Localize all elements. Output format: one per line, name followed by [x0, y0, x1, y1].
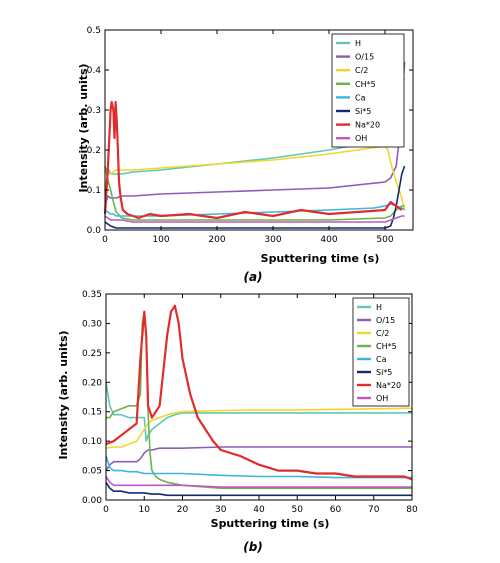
chart-b-ytick-label: 0.35 — [82, 290, 102, 300]
chart-a-xtick-label: 300 — [264, 235, 281, 245]
chart-a-ytick-label: 0.3 — [87, 106, 101, 116]
chart-b-legend-label: OH — [376, 394, 388, 403]
chart-b-xtick-label: 20 — [177, 505, 189, 515]
chart-a-legend-label: OH — [355, 134, 367, 143]
chart-b-ytick-label: 0.20 — [82, 378, 102, 388]
chart-b-xtick-label: 80 — [406, 505, 418, 515]
chart-b-xtick-label: 60 — [330, 505, 342, 515]
chart-b-panel-label: (b) — [243, 540, 263, 554]
chart-b-series-line-1 — [105, 446, 412, 472]
chart-a-legend-box — [331, 33, 405, 148]
chart-a-legend-label: Na*20 — [355, 121, 380, 130]
chart-a-ytick-label: 0.1 — [87, 186, 101, 196]
chart-a-legend: H O/15 C/2 CH*5 Ca Si*5 Na*20 OH — [331, 33, 405, 148]
chart-b-series-line-4 — [105, 455, 412, 479]
chart-b-ytick-label: 0.00 — [82, 496, 102, 506]
chart-b-legend-label: Si*5 — [376, 368, 392, 377]
chart-b-series-line-2 — [105, 407, 413, 449]
chart-a-frame — [104, 29, 414, 231]
chart-a-ytick-label: 0.2 — [87, 146, 101, 156]
chart-b-xtick-label: 30 — [215, 505, 227, 515]
chart-b-series-line-7 — [105, 476, 412, 488]
chart-a-panel-label: (a) — [243, 270, 262, 284]
chart-a-xtick-label: 100 — [152, 235, 169, 245]
chart-b-legend-label: C/2 — [376, 329, 389, 338]
chart-a-ytick-label: 0.0 — [87, 226, 102, 236]
chart-a-legend-label: Si*5 — [355, 107, 371, 116]
chart-a-legend-label: H — [355, 39, 361, 48]
chart-a-xtick-label: 200 — [208, 235, 225, 245]
chart-b-legend-label: CH*5 — [376, 342, 397, 351]
chart-b-legend-label: Ca — [376, 355, 387, 364]
chart-b-legend-box — [352, 297, 410, 407]
chart-a-xtick-label: 400 — [320, 235, 337, 245]
chart-a-series-line-1 — [104, 61, 406, 207]
chart-b-xtick-label: 50 — [292, 505, 304, 515]
chart-b-ytick-label: 0.10 — [82, 437, 102, 447]
chart-b-ytick-label: 0.15 — [82, 408, 102, 418]
chart-b-legend-label: O/15 — [376, 316, 395, 325]
chart-b-xtick-label: 0 — [103, 505, 109, 515]
chart-b-legend-label: Na*20 — [376, 381, 401, 390]
plot-b: 0 10 20 30 40 50 60 70 80 0.00 0.05 0.10 0.15 0.20 0.2… — [82, 290, 418, 515]
chart-b-ytick-label: 0.05 — [82, 467, 102, 477]
chart-a: 0 100 200 300 400 500 0.0 0.1 0.2 0.3 0.4 0.5 H O/15 C… — [77, 26, 414, 284]
chart-b-series-line-3 — [106, 310, 412, 490]
chart-a-legend-label: O/15 — [355, 53, 374, 62]
chart-b-series-line-6 — [105, 304, 413, 481]
chart-b-series-line-5 — [105, 481, 412, 497]
chart-a-ytick-label: 0.5 — [87, 26, 101, 36]
chart-b-ytick-label: 0.25 — [82, 349, 102, 359]
plot-a: 0 100 200 300 400 500 0.0 0.1 0.2 0.3 0.4 0.5 H O/15 C… — [87, 26, 414, 245]
chart-a-series-line-2 — [104, 145, 406, 211]
chart-a-ytick-label: 0.4 — [87, 66, 102, 76]
chart-a-xtick-label: 0 — [102, 235, 108, 245]
chart-b-xtick-label: 10 — [139, 505, 151, 515]
chart-b-ylabel: Intensity (arb. units) — [57, 330, 70, 459]
chart-b-ytick-label: 0.30 — [82, 319, 102, 329]
chart-a-series-line-7 — [104, 215, 405, 223]
chart-a-xtick-label: 500 — [376, 235, 393, 245]
chart-a-legend-label: C/2 — [355, 66, 368, 75]
chart-b-xtick-label: 40 — [253, 505, 265, 515]
chart-b-legend: H O/15 C/2 CH*5 Ca Si*5 Na*20 OH — [352, 297, 410, 407]
chart-a-series-line-6 — [103, 100, 403, 220]
chart-a-ylabel: Intensity (arb. units) — [77, 63, 90, 192]
chart-a-legend-label: Ca — [355, 93, 366, 102]
chart-a-legend-label: CH*5 — [355, 80, 376, 89]
chart-a-xlabel: Sputtering time (s) — [261, 252, 380, 265]
chart-a-series-line-3 — [104, 165, 405, 221]
chart-b-series-line-0 — [105, 382, 412, 442]
chart-b-xlabel: Sputtering time (s) — [211, 517, 330, 530]
chart-b-legend-label: H — [376, 303, 382, 312]
chart-b-xtick-label: 70 — [368, 505, 380, 515]
